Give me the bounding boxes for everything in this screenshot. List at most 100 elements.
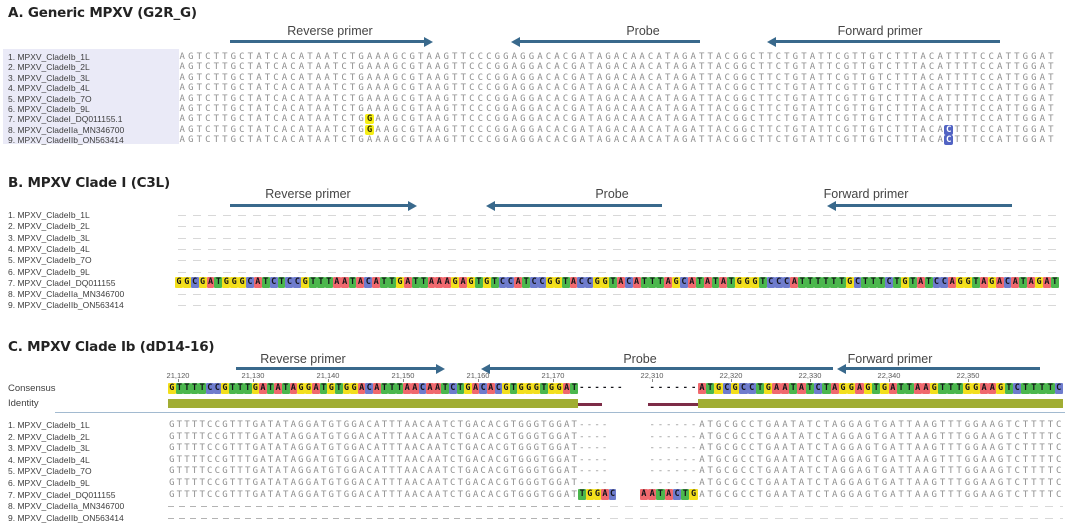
gap-row[interactable] [178, 260, 1062, 262]
primer-annotation-line[interactable] [230, 40, 424, 43]
nt-cell: T [1014, 62, 1020, 73]
nt-cell: - [586, 478, 593, 488]
sequence-name[interactable]: 3. MPXV_CladeIb_3L [8, 72, 90, 83]
primer-annotation-line[interactable] [236, 367, 436, 370]
sequence-name[interactable]: 9. MPXV_CladeIIb_ON563414 [8, 300, 124, 311]
nt-cell: T [237, 466, 243, 477]
sequence-name[interactable]: 3. MPXV_CladeIb_3L [8, 232, 90, 243]
nt-cell: C [750, 83, 756, 94]
nt-cell: T [307, 83, 313, 94]
sequence-name[interactable]: 8. MPXV_CladeIIa_MN346700 [8, 501, 125, 512]
sequence-name[interactable]: 3. MPXV_CladeIb_3L [8, 443, 90, 454]
sequence-name[interactable]: 2. MPXV_CladeIb_2L [8, 431, 90, 442]
sequence-name[interactable]: 6. MPXV_CladeIb_9L [8, 104, 90, 114]
nt-cell: C [775, 114, 782, 125]
gap-row[interactable] [178, 305, 1062, 307]
sequence-name[interactable]: 6. MPXV_CladeIb_9L [8, 266, 90, 277]
gap-row[interactable] [178, 271, 1062, 273]
sequence-name[interactable]: 1. MPXV_CladeIb_1L [8, 420, 90, 430]
sequence-name[interactable]: 7. MPXV_CladeI_DQ011155 [8, 489, 116, 500]
nt-cell: G [732, 420, 738, 430]
nt-cell: C [214, 478, 221, 488]
sequence-name[interactable]: 4. MPXV_CladeIb_4L [8, 243, 90, 254]
gap-row[interactable] [178, 294, 1062, 296]
nt-cell: T [571, 489, 577, 500]
nt-cell: G [869, 114, 875, 125]
sequence-name[interactable]: 5. MPXV_CladeIb_7O [8, 466, 92, 477]
nt-cell: T [801, 135, 807, 146]
primer-annotation-line[interactable] [230, 204, 408, 207]
nt-cell: T [1005, 72, 1011, 83]
nt-cell: C [290, 62, 296, 73]
sequence-name[interactable]: 7. MPXV_CladeI_DQ011155.1 [8, 114, 123, 125]
primer-annotation-line[interactable] [520, 40, 700, 43]
nt-cell: A [179, 72, 185, 83]
gap-row[interactable] [610, 506, 1063, 508]
nt-cell: T [707, 478, 713, 488]
gap-row[interactable] [610, 517, 1063, 519]
sequence-name[interactable]: 8. MPXV_CladeIIa_MN346700 [8, 289, 125, 300]
gap-row[interactable] [178, 237, 1062, 239]
sequence-name[interactable]: 5. MPXV_CladeIb_7O [8, 93, 92, 104]
nt-cell: A [260, 443, 266, 454]
gap-row[interactable] [178, 248, 1062, 250]
sequence-name[interactable]: 6. MPXV_CladeIb_9L [8, 478, 90, 488]
gap-row[interactable] [178, 215, 1062, 216]
nt-cell: T [510, 420, 517, 430]
primer-annotation-line[interactable] [490, 367, 833, 370]
nt-cell: C [273, 104, 279, 114]
sequence-name[interactable]: 1. MPXV_CladeIb_1L [8, 52, 90, 62]
sequence-name[interactable]: 4. MPXV_CladeIb_4L [8, 454, 90, 465]
sequence-name[interactable]: 2. MPXV_CladeIb_2L [8, 221, 90, 232]
primer-annotation-line[interactable] [846, 367, 1040, 370]
sequence-name[interactable]: 5. MPXV_CladeIb_7O [8, 255, 92, 266]
gap-row[interactable] [168, 517, 600, 519]
sequence-name[interactable]: 2. MPXV_CladeIb_2L [8, 62, 90, 73]
primer-annotation-line[interactable] [495, 204, 662, 207]
nt-cell: G [571, 124, 577, 135]
sequence-name[interactable]: 7. MPXV_CladeI_DQ011155 [8, 277, 116, 288]
nt-cell: T [971, 52, 977, 62]
ruler-tick [889, 379, 890, 382]
gap-row[interactable] [168, 506, 600, 508]
gap-row[interactable] [178, 226, 1062, 228]
sequence-name[interactable]: 8. MPXV_CladeIIa_MN346700 [8, 124, 125, 135]
nt-cell: T [911, 124, 918, 135]
nt-cell: A [809, 135, 816, 146]
sequence-name[interactable]: 9. MPXV_CladeIIb_ON563414 [8, 135, 124, 146]
sequence-name[interactable]: 9. MPXV_CladeIIb_ON563414 [8, 512, 124, 523]
primer-annotation-line[interactable] [836, 204, 1012, 207]
sequence-name[interactable]: 1. MPXV_CladeIb_1L [8, 210, 90, 220]
primer-annotation-line[interactable] [776, 40, 1000, 43]
nt-cell: G [840, 443, 846, 454]
sequence-name[interactable]: 4. MPXV_CladeIb_4L [8, 83, 90, 94]
